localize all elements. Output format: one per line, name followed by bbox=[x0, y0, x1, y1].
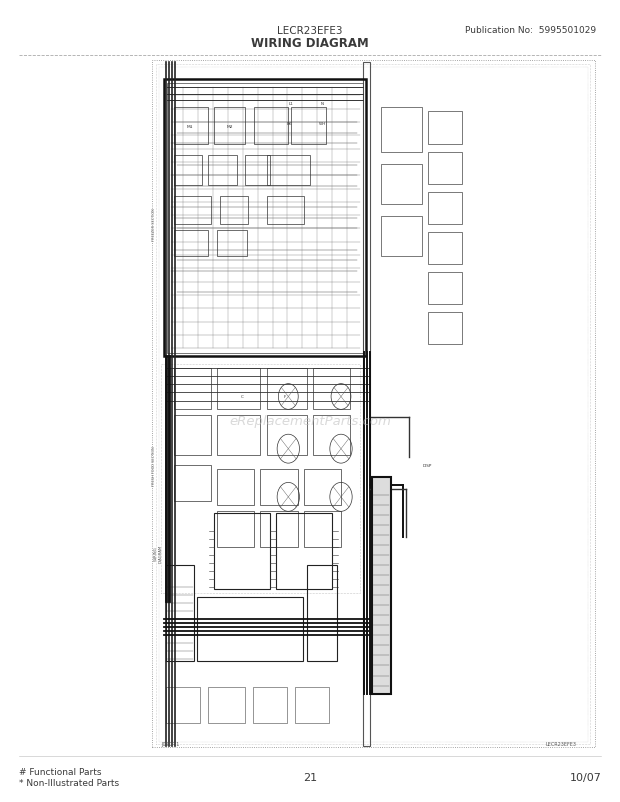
Bar bbox=[304, 469, 341, 505]
Bar bbox=[166, 565, 194, 662]
Bar bbox=[174, 196, 211, 225]
Bar bbox=[381, 217, 422, 257]
Text: 10/07: 10/07 bbox=[570, 772, 601, 782]
Text: Publication No:  5995501029: Publication No: 5995501029 bbox=[464, 26, 596, 35]
Bar bbox=[159, 68, 588, 742]
Bar bbox=[363, 63, 370, 746]
Bar bbox=[217, 469, 254, 505]
Text: 21: 21 bbox=[303, 772, 317, 782]
Bar bbox=[313, 369, 350, 409]
Bar bbox=[304, 511, 341, 547]
Bar bbox=[253, 687, 287, 723]
Bar bbox=[428, 152, 462, 184]
Bar bbox=[217, 231, 247, 257]
Bar bbox=[174, 465, 211, 501]
Bar bbox=[254, 108, 288, 144]
Text: # Functional Parts: # Functional Parts bbox=[19, 767, 101, 776]
Text: L1: L1 bbox=[289, 103, 294, 106]
Bar bbox=[428, 112, 462, 144]
Bar bbox=[161, 365, 360, 593]
Bar bbox=[164, 80, 366, 357]
Bar bbox=[220, 196, 248, 225]
Bar bbox=[267, 415, 307, 456]
Bar bbox=[208, 687, 245, 723]
Bar bbox=[291, 108, 326, 144]
Bar bbox=[174, 231, 208, 257]
Bar bbox=[167, 83, 363, 354]
Text: FRESH FOOD SECTION: FRESH FOOD SECTION bbox=[152, 445, 156, 485]
Bar bbox=[294, 687, 329, 723]
Bar bbox=[208, 156, 237, 186]
Text: WIRING DIAGRAM: WIRING DIAGRAM bbox=[251, 37, 369, 50]
Bar bbox=[174, 415, 211, 456]
Text: N: N bbox=[321, 103, 324, 106]
Text: * Non-Illustrated Parts: * Non-Illustrated Parts bbox=[19, 778, 118, 788]
Bar bbox=[174, 156, 202, 186]
Bar bbox=[276, 513, 332, 589]
Bar bbox=[381, 108, 422, 152]
Bar bbox=[267, 196, 304, 225]
Bar bbox=[152, 61, 595, 747]
Text: DISP: DISP bbox=[423, 464, 433, 467]
Text: BK: BK bbox=[287, 123, 292, 126]
Bar bbox=[174, 369, 211, 409]
Bar bbox=[307, 565, 337, 662]
Bar bbox=[156, 65, 590, 744]
Text: WH: WH bbox=[319, 123, 326, 126]
Text: LECR23EFE3: LECR23EFE3 bbox=[277, 26, 343, 35]
Bar bbox=[313, 415, 350, 456]
Bar bbox=[428, 192, 462, 225]
Bar bbox=[214, 513, 270, 589]
Bar bbox=[217, 511, 254, 547]
Bar bbox=[214, 108, 245, 144]
Bar bbox=[428, 273, 462, 305]
Text: J090P-1: J090P-1 bbox=[161, 741, 180, 746]
Bar bbox=[217, 369, 260, 409]
Bar bbox=[197, 597, 303, 662]
Bar bbox=[174, 108, 208, 144]
Bar bbox=[260, 511, 298, 547]
Bar bbox=[152, 61, 595, 747]
Bar bbox=[260, 469, 298, 505]
Text: M1: M1 bbox=[187, 125, 193, 128]
Text: LECR23EFE3: LECR23EFE3 bbox=[546, 741, 577, 746]
Text: FREEZER SECTION: FREEZER SECTION bbox=[152, 209, 156, 241]
Bar bbox=[372, 477, 391, 694]
Bar bbox=[217, 415, 260, 456]
Bar bbox=[381, 164, 422, 205]
Text: M2: M2 bbox=[226, 125, 232, 128]
Text: eReplacementParts.com: eReplacementParts.com bbox=[229, 415, 391, 427]
Bar bbox=[267, 156, 310, 186]
Bar bbox=[267, 369, 307, 409]
Bar bbox=[428, 233, 462, 265]
Text: C: C bbox=[241, 395, 243, 399]
Bar bbox=[166, 687, 200, 723]
Bar bbox=[245, 156, 270, 186]
Text: WIRING
DIAGRAM: WIRING DIAGRAM bbox=[154, 545, 162, 562]
Text: F: F bbox=[284, 395, 286, 399]
Bar bbox=[428, 313, 462, 345]
